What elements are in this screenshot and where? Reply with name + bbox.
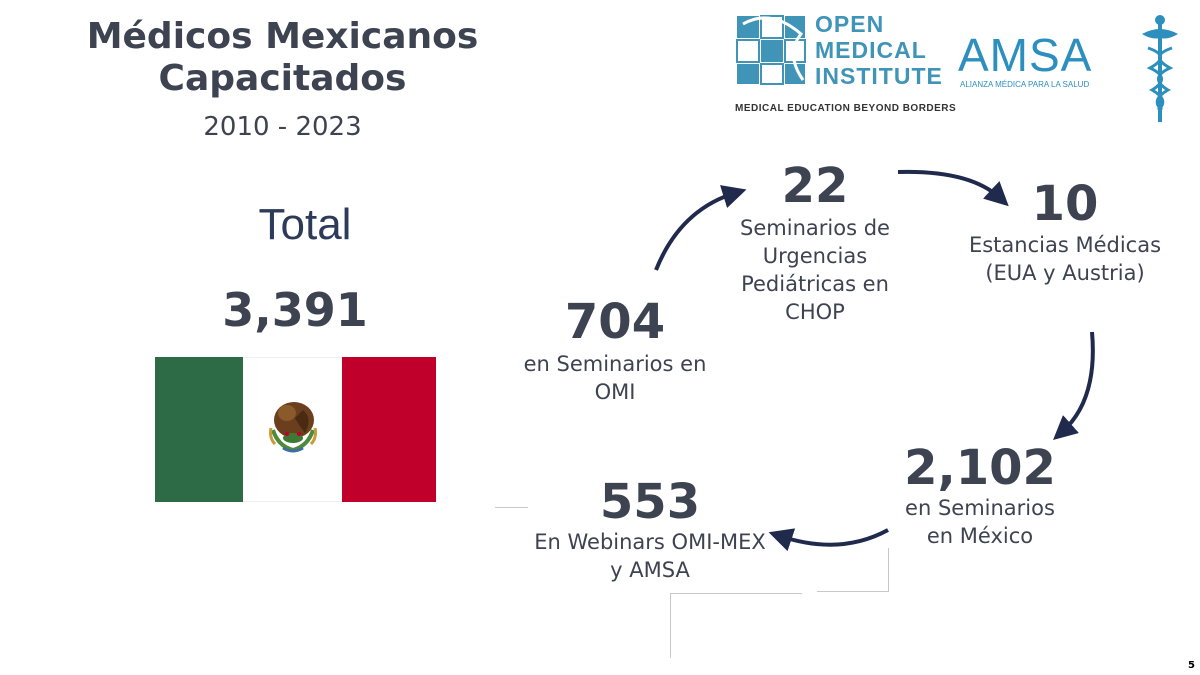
total-label: Total [258,200,352,249]
stat-value-chop-seminars: 22 [781,158,849,214]
amsa-tagline: ALIANZA MÉDICA PARA LA SALUD [960,80,1090,89]
stat-label-omi-seminars: en Seminarios en OMI [523,352,707,404]
total-value: 3,391 [222,283,368,337]
divider-line [495,507,528,508]
eagle-emblem-icon [269,402,317,453]
omi-line1: OPEN [815,11,885,37]
stat-value-mexico-seminars: 2,102 [904,440,1056,496]
divider-line [670,593,802,594]
omi-logo: OPEN MEDICAL INSTITUTE [735,12,945,118]
amsa-logo-text: AMSA [958,29,1093,81]
divider-line [888,548,889,592]
page-number: 5 [1188,660,1195,671]
mexico-flag [155,357,436,502]
stat-label-chop-seminars: Seminarios de Urgencias Pediátricas en C… [740,216,890,324]
omi-line3: INSTITUTE [815,63,943,89]
flag-red-stripe [342,357,436,502]
caduceus-icon [1142,15,1178,122]
stat-label-mexico-seminars: en Seminarios en México [905,496,1055,548]
omi-globe-icon [735,14,807,86]
omi-line2: MEDICAL [815,37,927,63]
stat-label-medical-stays: Estancias Médicas (EUA y Austria) [968,233,1162,285]
flag-white-stripe [243,357,342,502]
stat-value-medical-stays: 10 [1031,176,1099,232]
flag-green-stripe [155,357,243,502]
arrow-2102-to-553 [768,528,889,552]
date-range: 2010 - 2023 [203,112,362,142]
page-title: Médicos Mexicanos Capacitados [86,16,479,99]
stat-value-omi-seminars: 704 [564,294,666,350]
stat-value-webinars: 553 [599,474,701,530]
divider-line [817,591,889,592]
divider-line [670,593,671,658]
arrow-704-to-22 [654,185,747,271]
arrow-10-to-2102 [1053,331,1095,440]
omi-tagline: MEDICAL EDUCATION BEYOND BORDERS [735,103,957,114]
stat-label-webinars: En Webinars OMI-MEX y AMSA [534,530,766,582]
arrow-22-to-10 [897,169,1009,207]
